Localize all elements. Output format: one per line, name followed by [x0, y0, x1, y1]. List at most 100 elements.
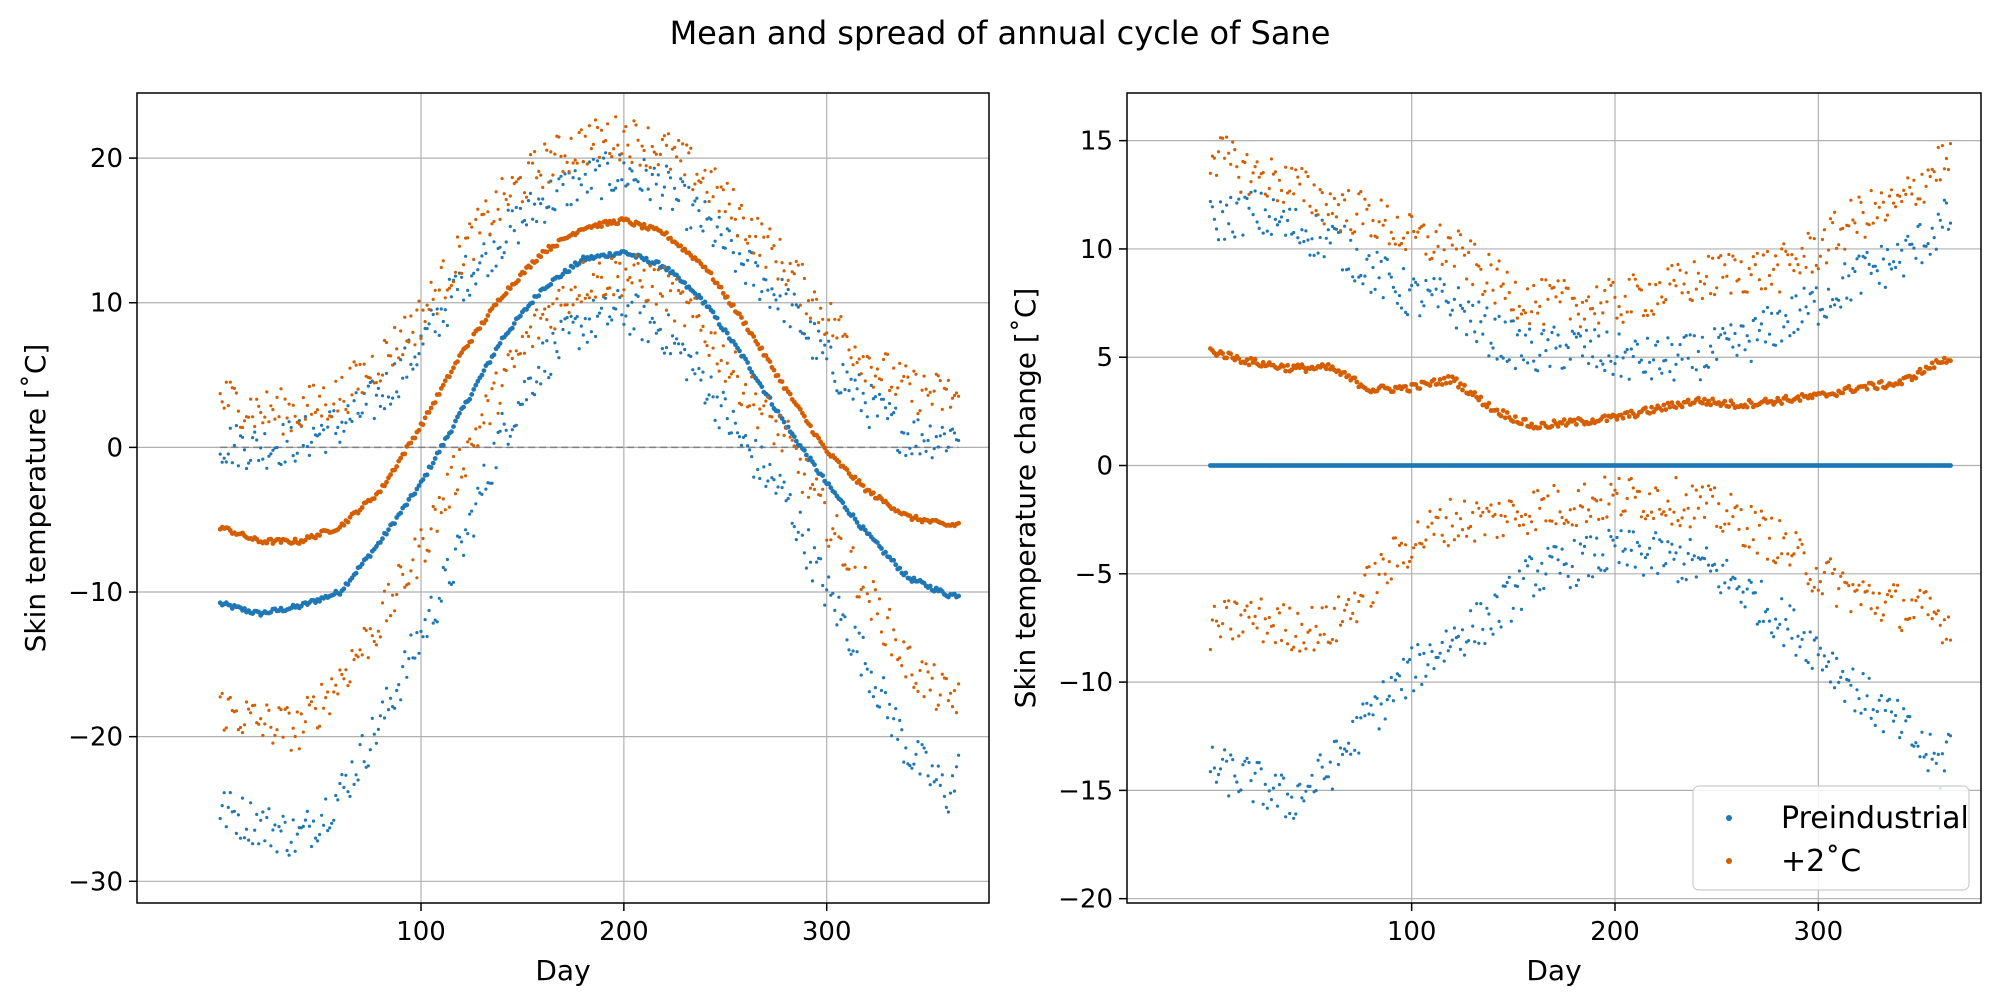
- data-point: [668, 352, 673, 356]
- data-point: [774, 260, 778, 264]
- data-point: [1704, 546, 1709, 550]
- data-point: [1578, 542, 1582, 546]
- series-preindustrial-lower: [218, 289, 961, 857]
- data-point: [352, 658, 356, 662]
- data-point: [1452, 538, 1456, 542]
- data-point: [1487, 509, 1491, 513]
- data-point: [437, 288, 441, 292]
- data-point: [362, 626, 366, 630]
- data-point: [658, 152, 663, 156]
- data-point: [866, 488, 872, 493]
- data-point: [1538, 353, 1542, 357]
- data-point: [374, 393, 378, 397]
- data-point: [1452, 264, 1456, 268]
- data-point: [675, 337, 679, 341]
- data-point: [867, 425, 871, 430]
- data-point: [725, 361, 729, 365]
- data-point: [322, 428, 326, 432]
- data-point: [303, 818, 307, 822]
- data-point: [1747, 339, 1751, 343]
- data-point: [1491, 288, 1495, 292]
- data-point: [1526, 361, 1530, 365]
- data-point: [253, 828, 257, 832]
- data-point: [1948, 142, 1953, 146]
- data-point: [1605, 330, 1609, 334]
- data-point: [794, 303, 798, 307]
- data-point: [1247, 760, 1251, 765]
- data-point: [782, 480, 786, 484]
- data-point: [739, 203, 744, 207]
- data-point: [788, 325, 792, 329]
- data-point: [425, 303, 429, 307]
- data-point: [1243, 759, 1247, 763]
- data-point: [808, 455, 813, 461]
- data-point: [1389, 230, 1393, 234]
- data-point: [358, 743, 362, 747]
- data-point: [957, 682, 961, 686]
- data-point: [660, 294, 665, 298]
- data-point: [455, 488, 460, 492]
- data-point: [1216, 238, 1221, 242]
- data-point: [605, 254, 610, 260]
- data-point: [1322, 255, 1326, 259]
- data-point: [317, 533, 322, 538]
- data-point: [581, 260, 585, 264]
- data-point: [1330, 637, 1334, 642]
- data-point: [662, 265, 667, 269]
- data-point: [1245, 196, 1249, 201]
- data-point: [224, 380, 228, 384]
- data-point: [291, 818, 295, 822]
- data-point: [1898, 260, 1902, 264]
- data-point: [344, 773, 348, 777]
- data-point: [1627, 277, 1631, 281]
- data-point: [1404, 310, 1408, 314]
- data-point: [307, 453, 311, 457]
- data-point: [1454, 326, 1458, 330]
- data-point: [1883, 708, 1887, 713]
- data-point: [364, 402, 368, 406]
- data-point: [1709, 569, 1713, 573]
- x-axis-label: Day: [535, 954, 590, 987]
- data-point: [934, 435, 938, 439]
- data-point: [1630, 411, 1636, 416]
- data-point: [1706, 254, 1711, 258]
- data-point: [548, 282, 554, 287]
- data-point: [1798, 271, 1802, 275]
- data-point: [843, 332, 847, 336]
- data-point: [1383, 572, 1387, 576]
- data-point: [739, 315, 744, 320]
- data-point: [420, 422, 426, 427]
- data-point: [871, 490, 876, 496]
- data-point: [589, 147, 594, 151]
- data-point: [922, 374, 926, 378]
- data-point: [637, 222, 643, 227]
- data-point: [1650, 377, 1654, 381]
- data-point: [1881, 613, 1885, 617]
- data-point: [359, 561, 365, 567]
- series-warming-lower: [1208, 475, 1953, 653]
- data-point: [545, 318, 549, 322]
- data-point: [758, 297, 762, 301]
- data-point: [1786, 253, 1790, 257]
- data-point: [1353, 279, 1357, 283]
- data-point: [642, 304, 646, 308]
- data-point: [1253, 614, 1257, 619]
- data-point: [1559, 420, 1565, 426]
- data-point: [443, 296, 447, 300]
- data-point: [1336, 368, 1341, 373]
- data-point: [1802, 254, 1806, 258]
- data-point: [1564, 343, 1568, 347]
- data-point: [313, 706, 318, 711]
- data-point: [727, 202, 731, 206]
- data-point: [1729, 578, 1733, 582]
- data-point: [397, 356, 401, 360]
- data-point: [717, 209, 721, 213]
- data-point: [932, 663, 936, 667]
- data-point: [1257, 175, 1261, 179]
- data-point: [482, 212, 486, 216]
- data-point: [1936, 145, 1940, 150]
- data-point: [725, 227, 729, 231]
- data-point: [1300, 166, 1304, 171]
- data-point: [1924, 244, 1928, 248]
- data-point: [756, 264, 760, 268]
